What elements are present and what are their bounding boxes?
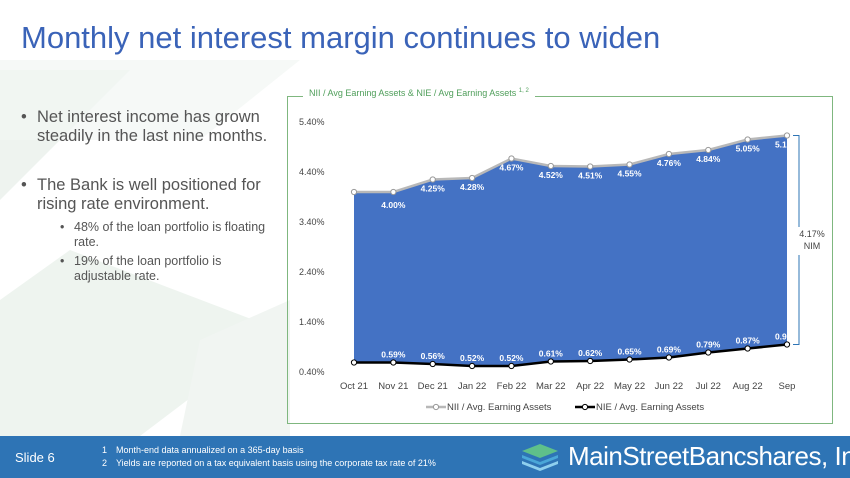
data-label-nii: 5.05% [736, 144, 761, 154]
data-label-nie: 0.59% [381, 350, 406, 360]
series-line-nii [354, 134, 788, 194]
point-nie [783, 341, 791, 348]
legend-marker-nie [581, 403, 589, 411]
sub-bullet-adjustable: 19% of the loan portfolio is adjustable … [60, 254, 276, 283]
footnote-2-text: Yields are reported on a tax equivalent … [116, 458, 436, 468]
slide-number: Slide 6 [15, 450, 55, 465]
nim-area-fill [354, 135, 787, 366]
point-nii [468, 174, 476, 182]
data-label-nie: 0.87% [736, 336, 761, 346]
data-label-nii: 4.28% [460, 182, 485, 192]
data-label-nie: 0.52% [499, 353, 524, 363]
point-nie [547, 358, 554, 365]
data-label-nie: 0.65% [617, 347, 642, 357]
x-tick-label: Jun 22 [655, 381, 684, 392]
x-tick-label: Nov 21 [378, 381, 408, 392]
logo-layers-icon [522, 444, 558, 471]
data-label-nii: 4.67% [499, 163, 524, 173]
data-label-nii: 4.84% [696, 154, 721, 164]
data-label-nii: 4.55% [617, 169, 642, 179]
chart-caption-footnote-ref: 1, 2 [518, 88, 529, 94]
x-tick-label: Jul 22 [696, 381, 721, 392]
data-label-nii: 5.13% [775, 140, 800, 150]
data-label-nie: 0.52% [460, 353, 485, 363]
nim-annotation-label: NIM [804, 241, 821, 251]
nim-area-chart: 0.40% 1.40% 2.40% 3.40% 4.40% 5.40% 4.00% 4.25%… [299, 117, 831, 413]
y-tick-label: 3.40% [299, 217, 325, 227]
point-nii [547, 162, 554, 170]
footnote-1-number: 1 [102, 445, 108, 455]
data-label-nie: 0.79% [696, 340, 721, 350]
data-label-nii: 4.51% [578, 171, 603, 181]
x-tick-label: Aug 22 [733, 381, 763, 392]
footer-bar: Slide 6 1 Month-end data annualized on a … [0, 436, 850, 478]
data-label-nii: 4.00% [381, 200, 406, 210]
point-nii [665, 150, 673, 158]
chart-caption-text: NII / Avg Earning Assets & NIE / Avg Ear… [309, 88, 517, 98]
point-nie [508, 362, 515, 370]
point-nii [508, 155, 515, 162]
point-nie [390, 359, 397, 366]
point-nie [468, 362, 476, 370]
y-tick-label: 5.40% [299, 117, 325, 127]
data-label-nie: 0.61% [539, 349, 564, 359]
data-label-nii: 4.52% [539, 170, 564, 180]
footnote-1-text: Month-end data annualized on a 365-day b… [116, 445, 304, 455]
legend-marker-nii [432, 403, 440, 411]
point-nie [744, 345, 751, 352]
point-nie [429, 360, 436, 368]
x-tick-label: May 22 [614, 381, 645, 392]
point-nie [705, 349, 712, 356]
x-tick-label: Oct 21 [340, 381, 368, 392]
point-nii [783, 132, 791, 139]
series-line-nie [354, 343, 788, 368]
chart-caption: NII / Avg Earning Assets & NIE / Avg Ear… [303, 88, 535, 98]
point-nie [587, 357, 594, 365]
bullet-rate-position: The Bank is well positioned for rising r… [21, 176, 276, 214]
data-label-nie: 0.69% [657, 345, 682, 355]
page-title: Monthly net interest margin continues to… [21, 20, 661, 55]
point-nii [744, 136, 751, 143]
nim-annotation-bg [795, 227, 831, 255]
point-nie [350, 359, 358, 366]
x-tick-label: Dec 21 [418, 381, 448, 392]
y-tick-label: 0.40% [299, 367, 325, 377]
bullet-nii-growth: Net interest income has grown steadily i… [21, 108, 276, 146]
point-nii [350, 188, 358, 196]
x-tick-label: Jan 22 [458, 381, 487, 392]
x-tick-label: Feb 22 [497, 381, 527, 392]
legend-label-nii: NII / Avg. Earning Assets [447, 402, 552, 413]
data-label-nie: 0.95% [775, 332, 800, 342]
point-nie [626, 356, 633, 363]
sub-bullet-floating: 48% of the loan portfolio is floating ra… [60, 220, 276, 249]
data-label-nie: 0.62% [578, 348, 603, 358]
y-tick-label: 4.40% [299, 167, 325, 177]
x-tick-label: Mar 22 [536, 381, 566, 392]
y-tick-label: 2.40% [299, 267, 325, 277]
x-tick-label: Sep [779, 381, 796, 392]
data-label-nii: 4.25% [421, 184, 446, 194]
footnote-1: 1 Month-end data annualized on a 365-day … [102, 445, 304, 455]
data-label-nii: 4.76% [657, 158, 682, 168]
point-nii [587, 163, 594, 170]
point-nii [429, 176, 436, 183]
bullet-list: Net interest income has grown steadily i… [21, 108, 276, 288]
point-nie [665, 354, 673, 361]
footnote-2: 2 Yields are reported on a tax equivalent… [102, 458, 436, 468]
x-tick-label: Apr 22 [576, 381, 604, 392]
brand-logo-text: MainStreetBancshares, Inc. [568, 441, 850, 471]
nim-annotation-value: 4.17% [799, 229, 825, 239]
point-nii [705, 146, 712, 154]
point-nii [626, 161, 633, 168]
footnote-2-number: 2 [102, 458, 108, 468]
point-nii [390, 188, 397, 196]
data-label-nie: 0.56% [421, 351, 446, 361]
legend-label-nie: NIE / Avg. Earning Assets [596, 402, 704, 413]
chart-frame [287, 96, 833, 424]
y-tick-label: 1.40% [299, 317, 325, 327]
